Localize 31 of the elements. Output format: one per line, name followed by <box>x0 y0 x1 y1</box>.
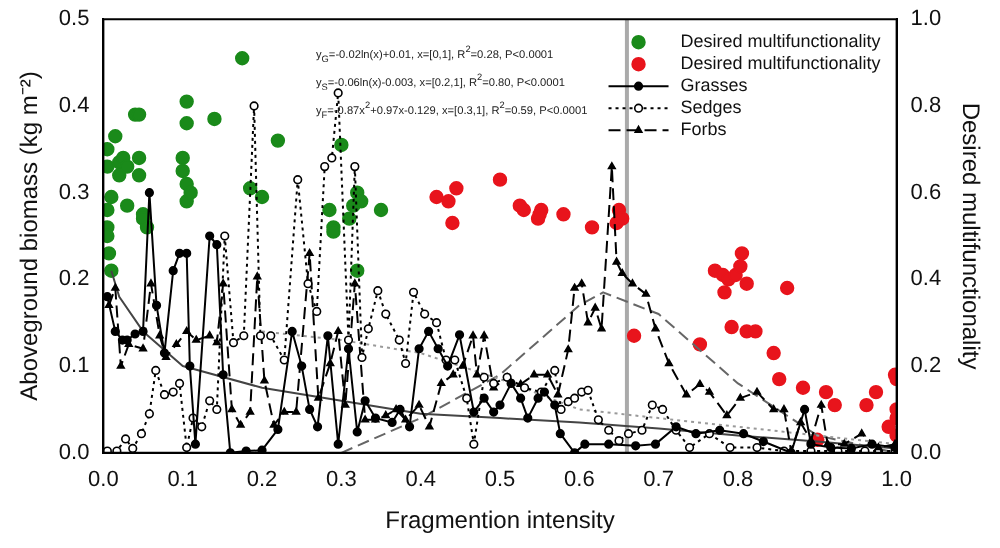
x-tick-label: 0.7 <box>643 468 674 493</box>
y2-tick-label: 0.6 <box>910 180 942 205</box>
y2-tick-label: 0.0 <box>910 440 942 465</box>
legend-label: Desired multifunctionality <box>680 53 882 74</box>
x-tick-label: 0.6 <box>564 468 595 493</box>
y2-tick-label: 1.0 <box>910 7 942 32</box>
legend-label: Forbs <box>680 119 728 140</box>
x-tick-label: 0.4 <box>405 468 436 493</box>
legend-label: Grasses <box>680 75 749 96</box>
y-axis-title: Aboveground biomass (kg m⁻²) <box>15 71 44 401</box>
y-tick-label: 0.4 <box>58 93 90 118</box>
y-tick-label: 0.5 <box>58 7 90 32</box>
y2-tick-label: 0.4 <box>910 267 942 292</box>
x-tick-label: 0.8 <box>722 468 754 493</box>
x-tick-label: 1.0 <box>881 468 912 493</box>
x-axis-title: Fragmention intensity <box>385 506 615 535</box>
y2-axis-title: Desired multifunctionality <box>956 102 985 370</box>
x-tick-label: 0.1 <box>167 468 198 493</box>
x-tick-label: 0.5 <box>484 468 516 493</box>
y2-tick-label: 0.2 <box>910 354 942 379</box>
legend-label: Desired multifunctionality <box>680 31 882 52</box>
y2-tick-label: 0.8 <box>910 93 942 118</box>
x-tick-label: 0.3 <box>326 468 357 493</box>
legend-label: Sedges <box>680 97 743 118</box>
x-tick-label: 0.9 <box>802 468 833 493</box>
y-tick-label: 0.0 <box>58 440 90 465</box>
y-tick-label: 0.3 <box>58 180 90 205</box>
x-tick-label: 0.0 <box>88 468 119 493</box>
x-tick-label: 0.2 <box>246 468 278 493</box>
y-tick-label: 0.1 <box>58 354 90 379</box>
y-tick-label: 0.2 <box>58 267 90 292</box>
